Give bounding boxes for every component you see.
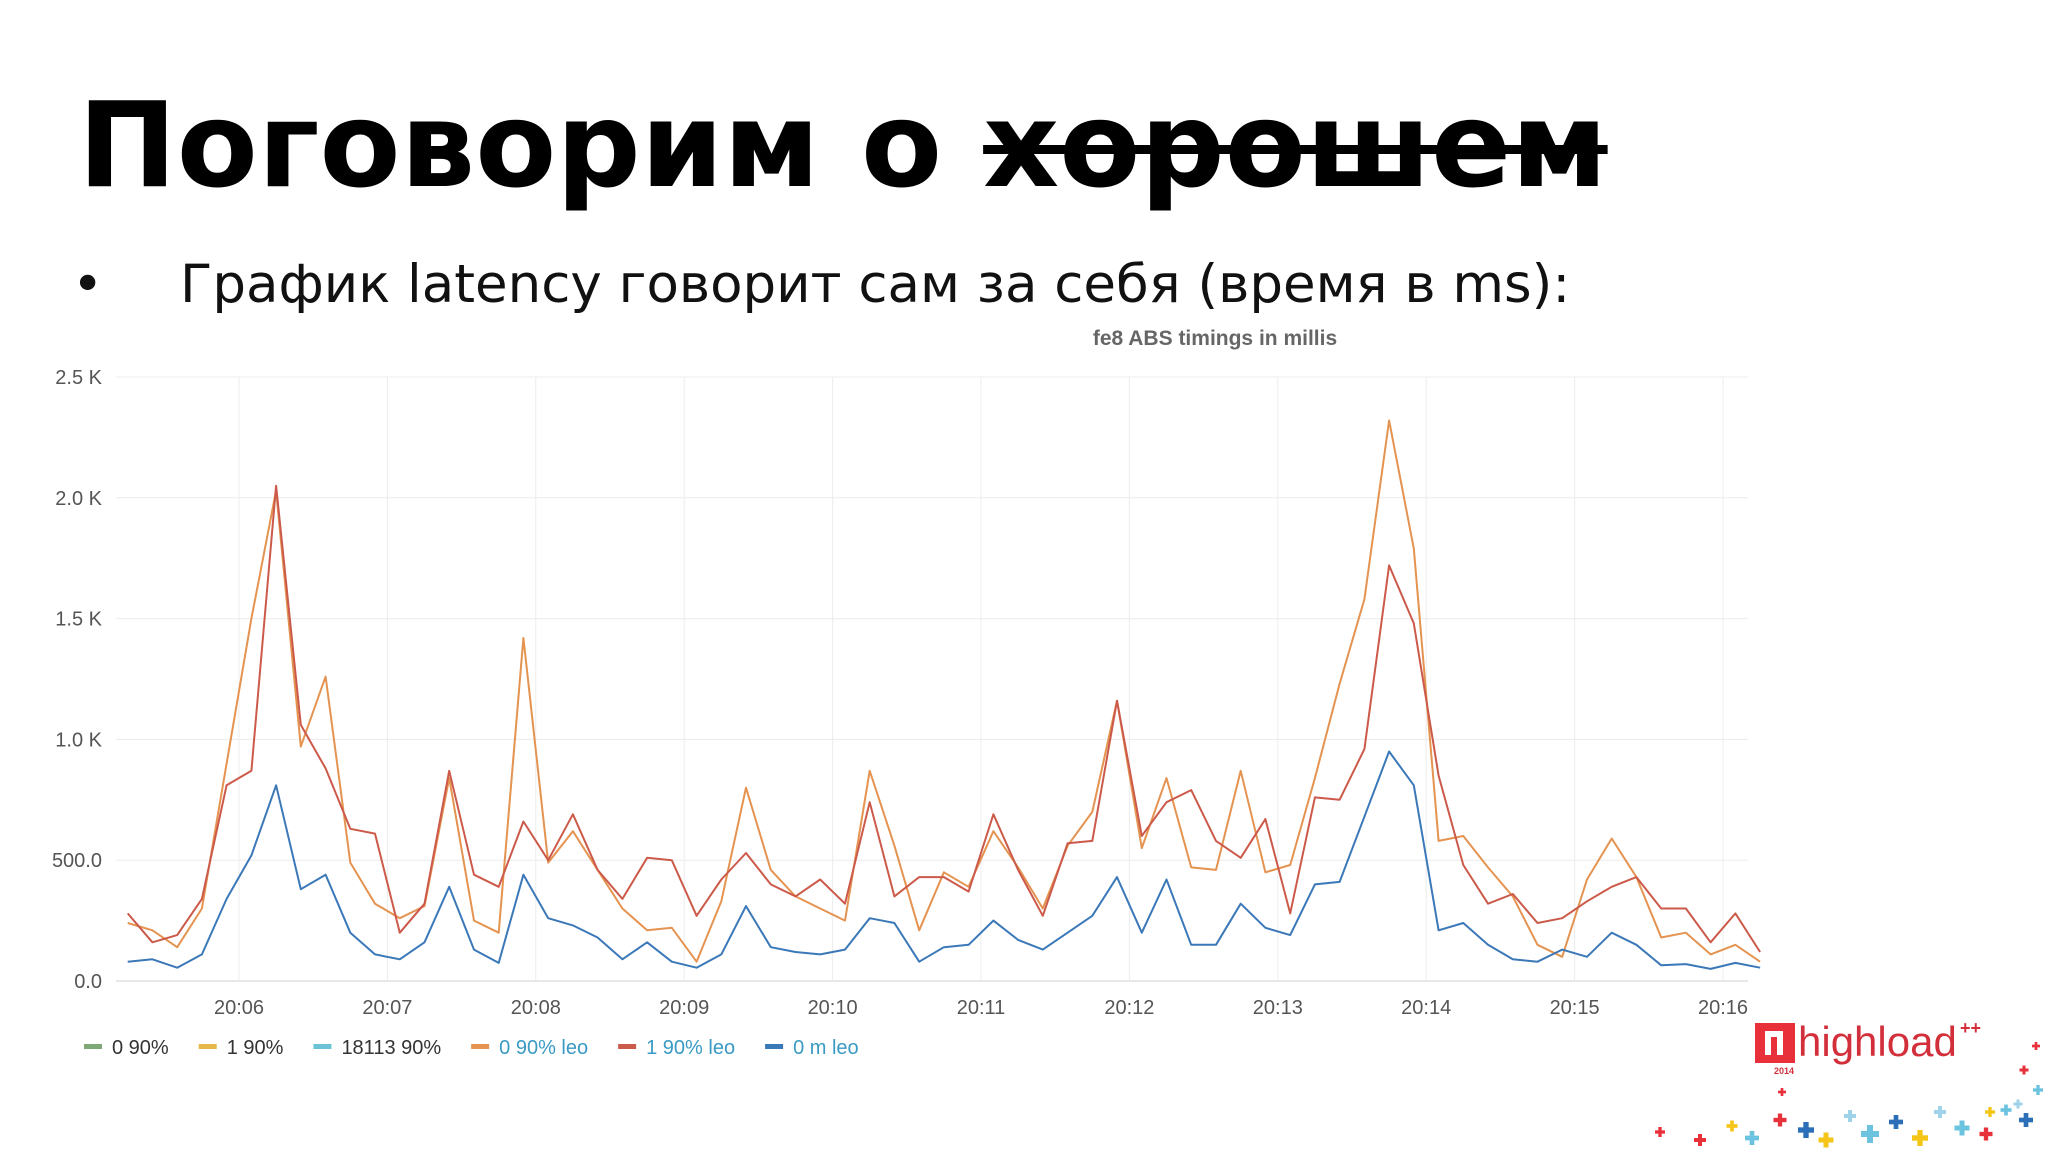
logo-cross-icon — [1655, 1127, 1665, 1137]
y-tick-label: 500.0 — [52, 850, 102, 872]
logo-year: 2014 — [1774, 1066, 1794, 1076]
legend-item[interactable]: 0 90% — [84, 1037, 169, 1059]
logo-cross-icon — [2019, 1065, 2029, 1075]
logo-mark-icon — [1755, 1023, 1795, 1063]
logo-wordmark: highload — [1798, 1018, 1957, 1065]
legend-item[interactable]: 1 90% — [198, 1037, 284, 1059]
legend-item[interactable]: 0 m leo — [765, 1037, 859, 1059]
logo-cross-icon — [1889, 1115, 1903, 1129]
highload-logo: highload ++ 2014 — [1655, 1018, 2043, 1148]
logo-cross-icon — [1861, 1125, 1879, 1143]
y-axis: 0.0 500.0 1.0 K 1.5 K 2.0 K 2.5 K — [52, 367, 103, 993]
logo-cross-icon — [2013, 1099, 2023, 1109]
x-tick-label: 20:07 — [362, 997, 412, 1019]
slide-title: Поговорим о хорошем — [78, 70, 1608, 220]
x-tick-label: 20:10 — [808, 997, 858, 1019]
legend-swatch-icon — [471, 1044, 490, 1049]
x-tick-label: 20:16 — [1698, 997, 1748, 1019]
x-tick-label: 20:12 — [1104, 997, 1154, 1019]
x-tick-label: 20:08 — [511, 997, 561, 1019]
logo-cross-icon — [2000, 1104, 2012, 1116]
series-line — [126, 484, 1761, 953]
legend-label: 18113 90% — [341, 1037, 441, 1059]
x-tick-label: 20:06 — [214, 997, 264, 1019]
logo-cross-icon — [1985, 1107, 1995, 1117]
logo-cross-icon — [1818, 1132, 1834, 1148]
legend-label: 1 90% — [227, 1037, 284, 1059]
latency-chart: fe8 ABS timings in millis 0.0 500.0 1.0 K 1… — [52, 327, 1761, 1059]
logo-cross-icon — [2032, 1042, 2040, 1050]
logo-cross-icon — [1773, 1113, 1787, 1127]
logo-cross-icon — [1954, 1120, 1970, 1136]
slide-title-struck: хорошем — [983, 76, 1608, 214]
logo-cross-icon — [1912, 1130, 1928, 1146]
slide-title-plain: Поговорим о — [78, 76, 984, 214]
logo-cross-icon — [1726, 1120, 1738, 1132]
logo-cross-icon — [1694, 1134, 1706, 1146]
x-tick-label: 20:11 — [957, 997, 1006, 1019]
legend-label: 0 90% leo — [499, 1037, 588, 1059]
logo-decoration-crosses — [1655, 1042, 2043, 1148]
logo-superscript: ++ — [1960, 1018, 1981, 1038]
legend-swatch-icon — [765, 1044, 784, 1049]
series-line — [127, 750, 1761, 970]
legend-label: 0 90% — [112, 1037, 169, 1059]
legend-item[interactable]: 0 90% leo — [471, 1037, 588, 1059]
logo-cross-icon — [1778, 1088, 1786, 1096]
legend-swatch-icon — [198, 1044, 217, 1049]
legend-label: 0 m leo — [793, 1037, 859, 1059]
y-tick-label: 1.0 K — [55, 729, 102, 751]
legend-label: 1 90% leo — [646, 1037, 735, 1059]
chart-title: fe8 ABS timings in millis — [1093, 327, 1337, 350]
legend-swatch-icon — [618, 1044, 637, 1049]
x-tick-label: 20:09 — [659, 997, 709, 1019]
y-tick-label: 1.5 K — [55, 609, 102, 631]
logo-cross-icon — [2019, 1113, 2033, 1127]
x-tick-label: 20:15 — [1550, 997, 1600, 1019]
logo-cross-icon — [1745, 1131, 1759, 1145]
logo-cross-icon — [1798, 1122, 1814, 1138]
legend-swatch-icon — [84, 1044, 102, 1049]
logo-cross-icon — [1934, 1106, 1946, 1118]
y-tick-label: 2.5 K — [55, 367, 102, 389]
bullet-icon: • — [72, 254, 104, 315]
logo-cross-icon — [2033, 1085, 2043, 1095]
legend-item[interactable]: 1 90% leo — [618, 1037, 735, 1059]
series-line — [127, 419, 1761, 963]
legend-swatch-icon — [313, 1044, 332, 1049]
chart-legend: 0 90% 1 90% 18113 90% 0 90% leo 1 90% leo 0 m… — [84, 1037, 859, 1059]
logo-cross-icon — [1979, 1127, 1993, 1141]
chart-series — [126, 419, 1761, 970]
logo-cross-icon — [1844, 1110, 1856, 1122]
x-axis: 20:06 20:07 20:08 20:09 20:10 20:11 20:12 20:13… — [214, 997, 1748, 1019]
x-tick-label: 20:13 — [1253, 997, 1303, 1019]
bullet-text: График latency говорит сам за себя (врем… — [180, 254, 1571, 315]
legend-item[interactable]: 18113 90% — [313, 1037, 441, 1059]
y-tick-label: 2.0 K — [55, 488, 102, 510]
chart-grid — [116, 376, 1748, 982]
y-tick-label: 0.0 — [74, 971, 102, 993]
x-tick-label: 20:14 — [1401, 997, 1451, 1019]
